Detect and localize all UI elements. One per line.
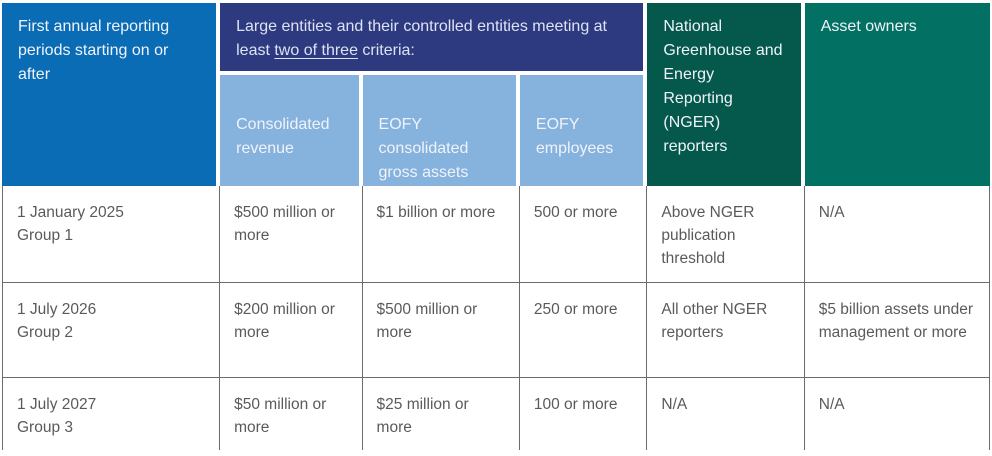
row1-group: Group 1 [17,226,74,244]
row3-nger: N/A [647,378,805,450]
row3-asset-owners: N/A [804,378,990,450]
row3-employees: 100 or more [519,378,648,450]
row3-consolidated-revenue: $50 million or more [220,378,363,450]
row3-group: Group 3 [17,418,74,436]
large-entities-text-suffix: criteria: [357,42,415,59]
row2-nger: All other NGER reporters [647,283,805,378]
row2-period-cell: 1 July 2026 Group 2 [2,283,221,378]
header-asset-owners: Asset owners [804,3,990,186]
row1-employees: 500 or more [519,186,648,283]
row2-period: 1 July 2026 [17,301,97,318]
reporting-thresholds-table: First annual reporting periods starting … [2,3,990,450]
header-large-entities-criteria: Large entities and their controlled enti… [220,3,648,75]
row2-gross-assets: $500 million or more [362,283,520,378]
header-eofy-gross-assets: EOFY consolidated gross assets [362,75,520,186]
row1-period: 1 January 2025 [17,204,124,221]
row1-nger: Above NGER publication threshold [647,186,805,283]
header-nger-reporters: National Greenhouse and Energy Reporting… [647,3,805,186]
row1-consolidated-revenue: $500 million or more [220,186,363,283]
large-entities-text-prefix: Large entities and their controlled enti… [236,18,607,59]
header-first-annual-reporting-periods: First annual reporting periods starting … [2,3,221,186]
row2-asset-owners: $5 billion assets under management or mo… [804,283,990,378]
row2-employees: 250 or more [519,283,648,378]
header-eofy-employees: EOFY employees [519,75,648,186]
row3-gross-assets: $25 million or more [362,378,520,450]
row1-period-cell: 1 January 2025 Group 1 [2,186,221,283]
row2-consolidated-revenue: $200 million or more [220,283,363,378]
row1-asset-owners: N/A [804,186,990,283]
row3-period-cell: 1 July 2027 Group 3 [2,378,221,450]
large-entities-text-underlined: two of three [274,42,358,59]
row1-gross-assets: $1 billion or more [362,186,520,283]
header-consolidated-revenue: Consolidated revenue [220,75,363,186]
row2-group: Group 2 [17,323,74,341]
row3-period: 1 July 2027 [17,396,97,413]
